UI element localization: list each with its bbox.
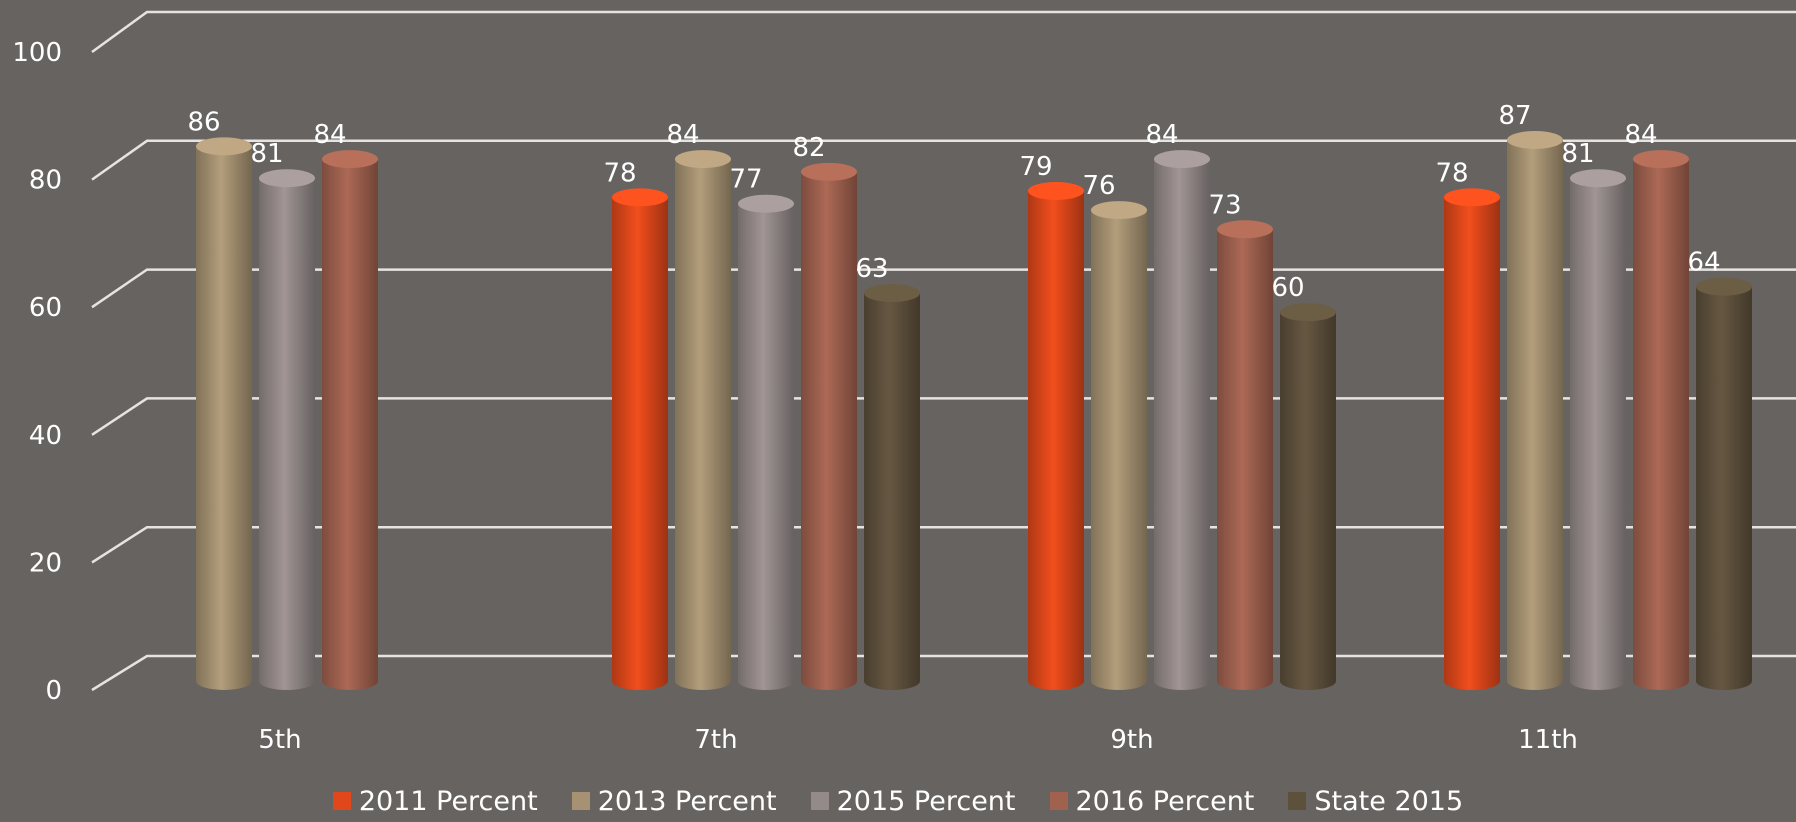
y-tick-label: 40 xyxy=(29,421,62,451)
bar-top xyxy=(1444,188,1500,207)
data-label: 82 xyxy=(792,133,825,163)
bar xyxy=(1444,197,1500,691)
legend-item: 2011 Percent xyxy=(332,785,538,817)
y-tick-label: 20 xyxy=(29,548,62,578)
legend-swatch xyxy=(1288,792,1307,810)
bar xyxy=(1154,159,1210,690)
data-label: 86 xyxy=(187,107,220,137)
bar xyxy=(1280,312,1336,690)
bar-top xyxy=(322,150,378,169)
data-label: 63 xyxy=(855,254,888,284)
data-label: 60 xyxy=(1271,273,1304,303)
legend-item: 2015 Percent xyxy=(810,785,1016,817)
legend-item: 2013 Percent xyxy=(571,785,777,817)
y-tick-label: 100 xyxy=(12,38,62,68)
legend-swatch xyxy=(571,792,590,810)
data-label: 76 xyxy=(1082,171,1115,201)
bar-top xyxy=(612,188,668,207)
data-label: 84 xyxy=(1624,120,1657,150)
legend-label: 2016 Percent xyxy=(1075,785,1255,817)
bar xyxy=(1633,159,1689,690)
bar-top xyxy=(1217,220,1273,239)
legend-label: 2011 Percent xyxy=(358,785,538,817)
bar-top xyxy=(801,162,857,181)
bar-top xyxy=(1091,201,1147,220)
bar-top xyxy=(1154,150,1210,169)
bar-top xyxy=(196,137,252,156)
x-tick-label: 5th xyxy=(258,725,301,755)
bar-top xyxy=(1507,130,1563,149)
bar xyxy=(322,159,378,690)
data-label: 84 xyxy=(313,120,346,150)
bar xyxy=(1696,286,1752,690)
legend-item: 2016 Percent xyxy=(1049,785,1255,817)
bar xyxy=(864,293,920,690)
data-label: 78 xyxy=(1435,158,1468,188)
bar xyxy=(196,146,252,690)
x-tick-label: 7th xyxy=(694,725,737,755)
y-tick-label: 60 xyxy=(29,293,62,323)
data-label: 84 xyxy=(1145,120,1178,150)
bar-top xyxy=(259,169,315,188)
legend-label: State 2015 xyxy=(1314,785,1464,817)
data-label: 87 xyxy=(1498,101,1531,131)
bar-top xyxy=(1633,150,1689,169)
x-tick-label: 11th xyxy=(1518,725,1578,755)
legend-label: 2013 Percent xyxy=(597,785,777,817)
x-tick-label: 9th xyxy=(1110,725,1153,755)
data-label: 79 xyxy=(1019,152,1052,182)
data-label: 64 xyxy=(1687,248,1720,278)
legend-item: State 2015 xyxy=(1288,786,1463,817)
bar xyxy=(738,203,794,691)
data-label: 73 xyxy=(1208,190,1241,220)
chart-plot: 0 20 40 60 80 100 86 81 84 5th 78 84 77 82 63 7th 79 76 84… xyxy=(12,10,1796,755)
bar xyxy=(1507,139,1563,690)
chart-legend: 2011 Percent 2013 Percent 2015 Percent 2016… xyxy=(0,783,1796,819)
bar-top xyxy=(1280,303,1336,322)
legend-swatch xyxy=(1049,792,1068,810)
gridline xyxy=(91,10,1796,54)
data-label: 78 xyxy=(603,158,636,188)
bar-top xyxy=(1696,277,1752,296)
gridline xyxy=(91,139,1796,181)
bar xyxy=(612,197,668,691)
bar xyxy=(1570,178,1626,690)
bar-top xyxy=(1028,181,1084,200)
bar xyxy=(801,171,857,691)
legend-label: 2015 Percent xyxy=(836,785,1016,817)
bar-top xyxy=(1570,169,1626,188)
bar xyxy=(259,178,315,690)
bar xyxy=(1091,210,1147,690)
y-tick-label: 0 xyxy=(45,676,62,706)
data-label: 84 xyxy=(666,120,699,150)
bar xyxy=(675,159,731,690)
legend-swatch xyxy=(810,792,829,810)
data-label: 81 xyxy=(1561,139,1594,169)
bar xyxy=(1217,229,1273,690)
bar-top xyxy=(675,150,731,169)
bar xyxy=(1028,190,1084,691)
y-tick-label: 80 xyxy=(29,166,62,196)
legend-swatch xyxy=(332,792,351,810)
bar-top xyxy=(864,284,920,303)
data-label: 77 xyxy=(729,165,762,195)
bar-top xyxy=(738,194,794,213)
data-label: 81 xyxy=(250,139,283,169)
